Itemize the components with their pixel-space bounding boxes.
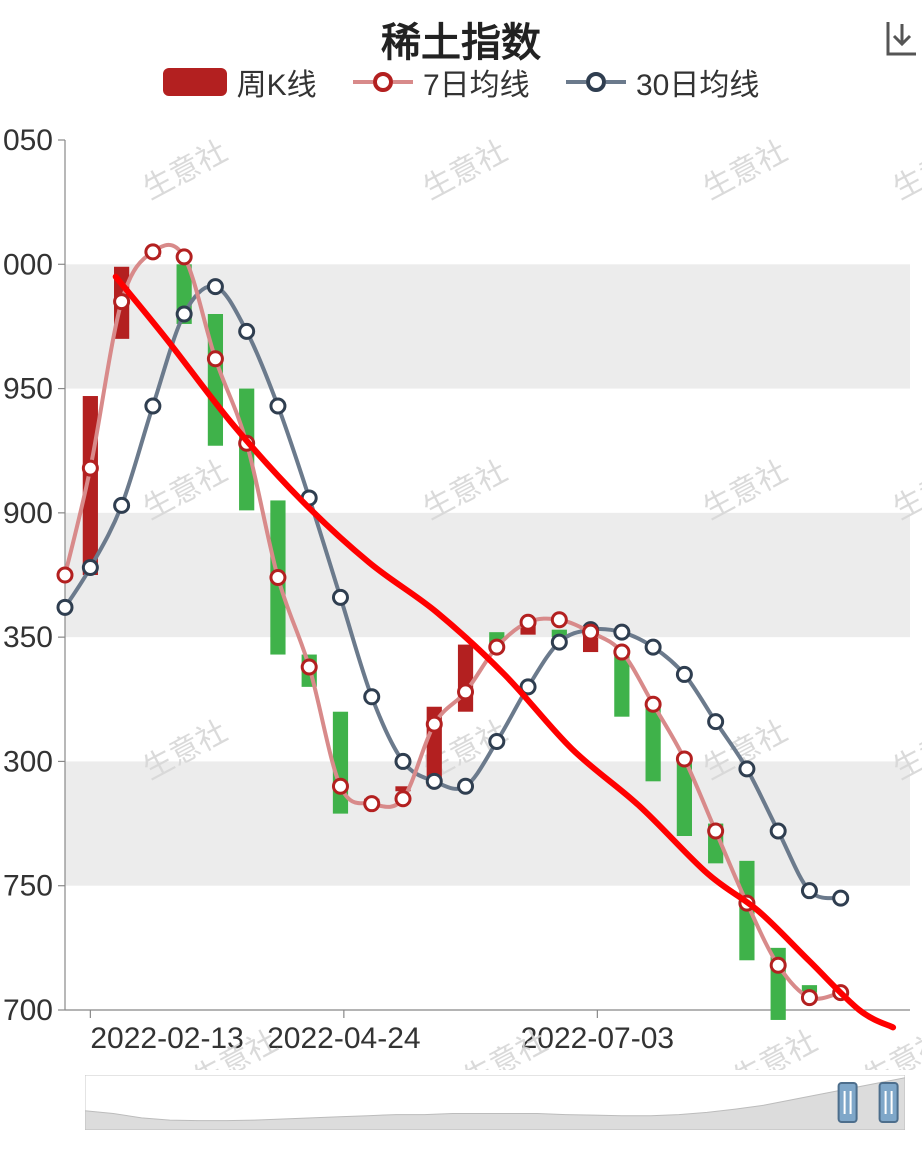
ma7-marker[interactable] <box>490 640 504 654</box>
ma30-marker[interactable] <box>240 324 254 338</box>
y-tick-label: 750 <box>3 870 53 903</box>
legend-kline-swatch <box>163 68 227 96</box>
download-icon[interactable] <box>886 20 922 62</box>
watermark: 生意社 <box>138 135 233 206</box>
range-handle[interactable] <box>839 1083 857 1122</box>
y-tick-label: 300 <box>3 745 53 778</box>
ma7-marker[interactable] <box>177 250 191 264</box>
ma7-marker[interactable] <box>552 613 566 627</box>
ma30-marker[interactable] <box>490 735 504 749</box>
x-tick-label: 2022-04-24 <box>267 1022 420 1055</box>
ma30-marker[interactable] <box>459 779 473 793</box>
legend-ma7-label: 7日均线 <box>423 60 530 104</box>
legend: 周K线 7日均线 30日均线 <box>0 60 922 104</box>
candle[interactable] <box>458 645 473 712</box>
legend-ma7-marker <box>353 72 413 92</box>
range-slider[interactable] <box>85 1075 905 1130</box>
ma30-marker[interactable] <box>646 640 660 654</box>
y-tick-label: 900 <box>3 497 53 530</box>
legend-kline-label: 周K线 <box>237 60 317 104</box>
ma30-marker[interactable] <box>552 635 566 649</box>
ma7-marker[interactable] <box>146 245 160 259</box>
ma30-marker[interactable] <box>740 762 754 776</box>
y-tick-label: 050 <box>3 124 53 157</box>
legend-kline[interactable]: 周K线 <box>163 60 317 104</box>
ma7-marker[interactable] <box>396 792 410 806</box>
ma7-marker[interactable] <box>365 797 379 811</box>
watermark: 生意社 <box>458 1025 553 1070</box>
ma7-marker[interactable] <box>646 697 660 711</box>
ma30-marker[interactable] <box>115 498 129 512</box>
y-tick-label: 700 <box>3 994 53 1027</box>
ma7-marker[interactable] <box>58 568 72 582</box>
ma7-marker[interactable] <box>302 660 316 674</box>
ma7-marker[interactable] <box>333 779 347 793</box>
ma7-marker[interactable] <box>459 685 473 699</box>
ma30-marker[interactable] <box>177 307 191 321</box>
watermark: 生意社 <box>728 1025 823 1070</box>
legend-ma30[interactable]: 30日均线 <box>566 60 759 104</box>
ma7-marker[interactable] <box>271 570 285 584</box>
ma7-marker[interactable] <box>615 645 629 659</box>
ma7-marker[interactable] <box>677 752 691 766</box>
legend-ma7[interactable]: 7日均线 <box>353 60 530 104</box>
ma30-marker[interactable] <box>271 399 285 413</box>
ma30-marker[interactable] <box>333 590 347 604</box>
watermark: 生意社 <box>888 135 922 206</box>
ma30-marker[interactable] <box>208 280 222 294</box>
ma30-marker[interactable] <box>427 774 441 788</box>
ma30-marker[interactable] <box>615 625 629 639</box>
ma30-marker[interactable] <box>802 884 816 898</box>
ma7-marker[interactable] <box>427 717 441 731</box>
ma30-marker[interactable] <box>677 667 691 681</box>
range-handle[interactable] <box>880 1083 898 1122</box>
trend-annotation <box>116 277 893 1028</box>
y-tick-label: 350 <box>3 621 53 654</box>
legend-ma30-marker <box>566 72 626 92</box>
watermark: 生意社 <box>418 135 513 206</box>
ma30-marker[interactable] <box>365 690 379 704</box>
ma30-marker[interactable] <box>834 891 848 905</box>
legend-ma30-label: 30日均线 <box>636 60 759 104</box>
ma7-marker[interactable] <box>115 295 129 309</box>
ma30-marker[interactable] <box>58 600 72 614</box>
ma7-marker[interactable] <box>208 352 222 366</box>
ma30-marker[interactable] <box>709 715 723 729</box>
ma7-marker[interactable] <box>83 461 97 475</box>
ma30-marker[interactable] <box>146 399 160 413</box>
ma30-marker[interactable] <box>771 824 785 838</box>
ma7-marker[interactable] <box>709 824 723 838</box>
ma7-marker[interactable] <box>521 615 535 629</box>
ma7-marker[interactable] <box>802 991 816 1005</box>
y-tick-label: 950 <box>3 373 53 406</box>
ma30-marker[interactable] <box>83 561 97 575</box>
chart-plot[interactable]: 7007503003509009500000502022-02-132022-0… <box>0 110 922 1070</box>
ma30-marker[interactable] <box>396 754 410 768</box>
ma7-marker[interactable] <box>771 958 785 972</box>
y-tick-label: 000 <box>3 248 53 281</box>
ma7-marker[interactable] <box>584 625 598 639</box>
watermark: 生意社 <box>698 135 793 206</box>
watermark: 生意社 <box>858 1025 922 1070</box>
